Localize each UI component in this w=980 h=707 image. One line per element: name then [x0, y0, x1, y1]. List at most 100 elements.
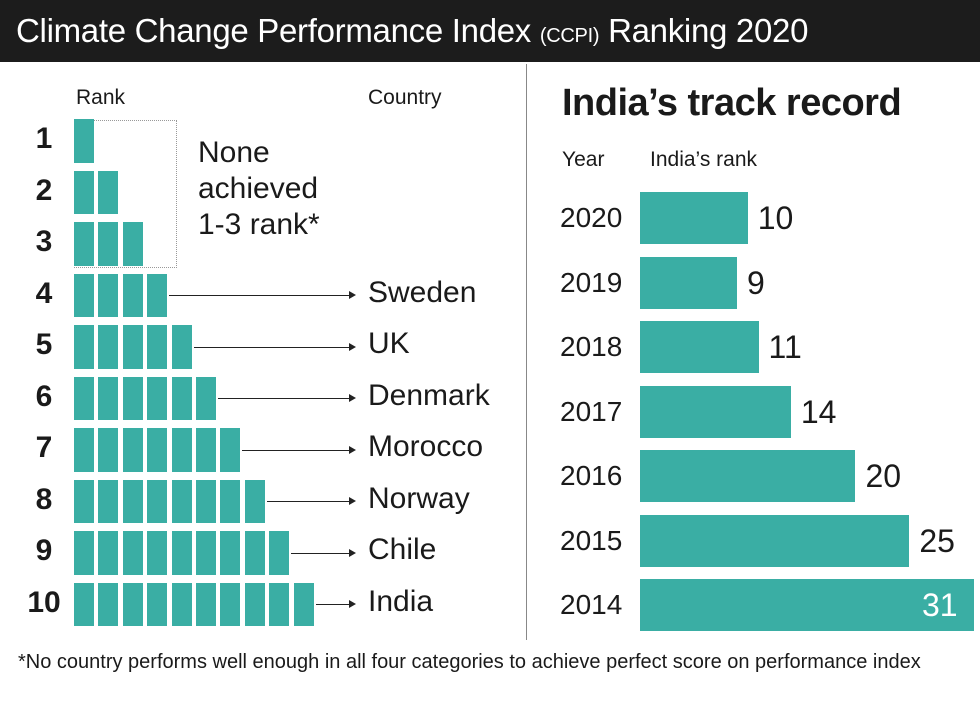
rank-value: 25 — [919, 522, 955, 559]
rank-cell — [196, 428, 216, 472]
leader-line — [169, 295, 350, 297]
rank-cell — [147, 325, 168, 369]
title-abbr: (CCPI) — [539, 25, 600, 47]
dotted-outline — [74, 120, 177, 268]
rank-cell — [269, 582, 290, 626]
rank-cell — [171, 376, 192, 420]
rank-cell — [171, 582, 192, 626]
rank-cell — [293, 582, 314, 626]
rank-cell — [220, 428, 241, 472]
year-label: 2014 — [560, 589, 623, 620]
rank-cell — [74, 170, 94, 214]
rank-cell — [244, 479, 265, 523]
rank-cell — [171, 531, 192, 575]
leader-line — [291, 552, 350, 554]
country-label: Norway — [368, 481, 470, 515]
rank-cell — [74, 119, 94, 163]
rank-value: 9 — [746, 264, 765, 301]
year-label: 2015 — [560, 524, 623, 556]
year-header: Year — [562, 148, 605, 171]
leader-arrow — [349, 291, 356, 300]
india-rank-header: India’s rank — [650, 148, 758, 171]
country-label: India — [368, 584, 434, 618]
rank-cell — [122, 531, 143, 575]
rank-cell — [122, 582, 143, 626]
year-label: 2018 — [560, 331, 623, 362]
none-note-line-2: achieved — [198, 172, 319, 205]
rank-cell — [98, 222, 119, 266]
leader-line — [266, 501, 350, 503]
leader-line — [193, 346, 350, 348]
rank-cell — [122, 325, 143, 369]
rank-cell — [74, 531, 94, 575]
rank-bar — [640, 514, 910, 567]
rank-cell — [171, 325, 192, 369]
rank-bar — [640, 450, 856, 502]
rank-cell — [122, 376, 143, 420]
rank-cell — [98, 428, 119, 472]
rank-cell — [74, 582, 94, 626]
rank-cell — [147, 376, 168, 420]
rank-value: 20 — [865, 458, 902, 494]
leader-arrow — [349, 394, 356, 403]
leader-arrow — [349, 600, 356, 609]
rank-cell — [74, 428, 94, 472]
leader-arrow — [349, 342, 356, 351]
rank-label: 1 — [35, 122, 53, 155]
rank-label: 3 — [35, 225, 53, 258]
year-label: 2017 — [560, 395, 623, 427]
rank-cell — [220, 582, 241, 626]
rank-cell — [147, 479, 168, 523]
rank-cell — [98, 170, 119, 214]
country-label: Morocco — [368, 430, 484, 463]
rank-cell — [98, 376, 119, 420]
rank-cell — [220, 531, 241, 575]
rank-cell — [122, 428, 143, 472]
rank-cell — [244, 531, 265, 575]
year-label: 2019 — [560, 266, 623, 298]
leader-arrow — [349, 548, 356, 557]
rank-bar — [640, 192, 748, 244]
rank-cell — [196, 531, 216, 575]
rank-cell — [196, 479, 216, 523]
rank-cell — [220, 479, 241, 523]
rank-value: 10 — [757, 200, 794, 236]
none-note-line-3: 1-3 rank* — [198, 208, 320, 241]
rank-cell — [244, 582, 265, 626]
year-label: 2020 — [560, 202, 623, 233]
rank-header: Rank — [76, 86, 126, 109]
year-label: 2016 — [560, 460, 623, 491]
rank-cell — [98, 479, 119, 523]
rank-cell — [74, 222, 94, 266]
rank-cell — [122, 273, 143, 317]
leader-line — [242, 449, 350, 451]
rank-cell — [196, 582, 216, 626]
rank-cell — [98, 273, 119, 317]
rank-label: 8 — [35, 482, 53, 516]
rank-bar — [640, 256, 737, 309]
rank-bar — [640, 579, 974, 631]
rank-label: 6 — [35, 379, 53, 413]
rank-cell — [98, 531, 119, 575]
rank-label: 4 — [35, 276, 53, 310]
rank-bar — [640, 385, 791, 438]
rank-cell — [122, 479, 143, 523]
rank-value: 11 — [768, 329, 802, 365]
footnote: *No country performs well enough in all … — [18, 651, 921, 673]
rank-cell — [147, 273, 168, 317]
rank-cell — [74, 273, 94, 317]
rank-bar — [640, 321, 759, 373]
rank-cell — [147, 582, 168, 626]
country-label: Denmark — [368, 378, 490, 412]
rank-label: 10 — [27, 585, 61, 619]
leader-arrow — [349, 445, 356, 454]
rank-cell — [74, 479, 94, 523]
rank-value: 14 — [800, 393, 837, 430]
rank-label: 7 — [35, 431, 53, 464]
rank-cell — [74, 376, 94, 420]
none-achieved-note: None achieved 1-3 rank* — [198, 135, 320, 243]
rank-cell — [122, 222, 143, 266]
leader-line — [315, 604, 350, 606]
rank-cell — [196, 376, 216, 420]
rank-cell — [98, 582, 119, 626]
